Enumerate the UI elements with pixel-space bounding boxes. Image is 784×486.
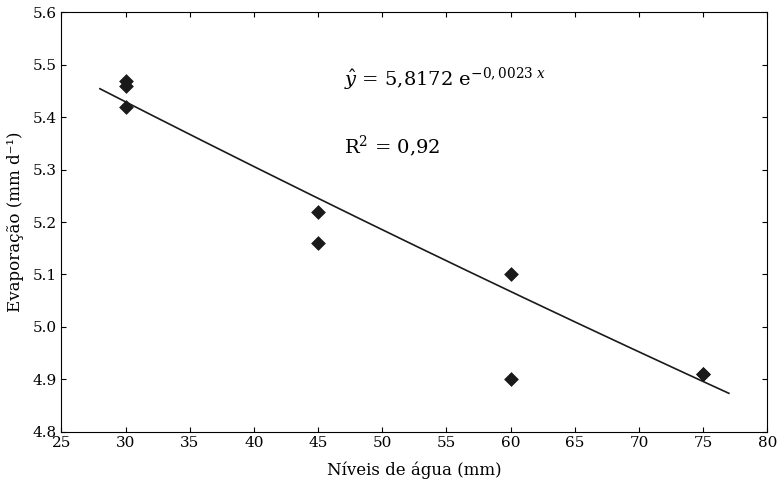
Point (119, 82, 132, 90)
Text: $\hat{y}$ = 5,8172 e$^{-0,0023\ x}$: $\hat{y}$ = 5,8172 e$^{-0,0023\ x}$ (343, 66, 546, 93)
Point (504, 375, 517, 383)
Point (119, 103, 132, 111)
Point (119, 77, 132, 85)
Y-axis label: Evaporação (mm d⁻¹): Evaporação (mm d⁻¹) (7, 132, 24, 312)
Point (697, 370, 710, 378)
Text: R$^{2}$ = 0,92: R$^{2}$ = 0,92 (343, 134, 440, 159)
X-axis label: Níveis de água (mm): Níveis de água (mm) (327, 462, 502, 479)
Point (312, 239, 325, 247)
Point (697, 370, 710, 378)
Point (504, 271, 517, 278)
Point (312, 208, 325, 215)
